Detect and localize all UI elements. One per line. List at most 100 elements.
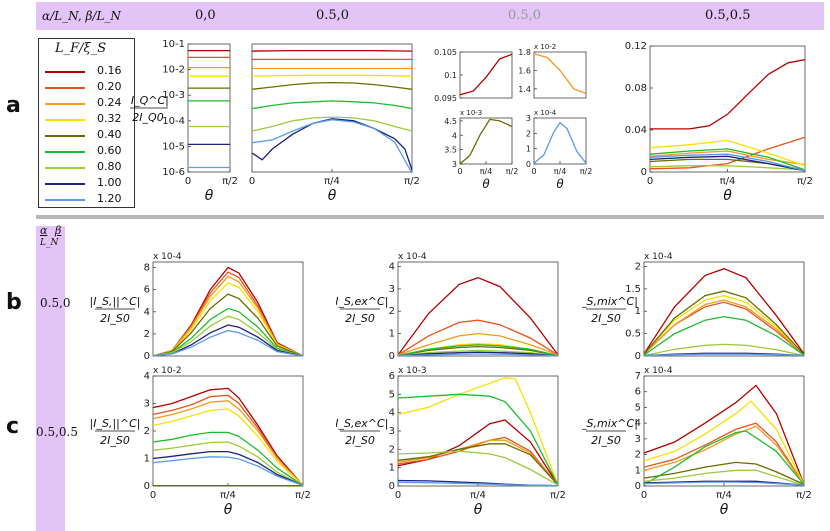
series-line (533, 53, 587, 95)
x-tick-label: 0 (647, 176, 653, 187)
y-tick-label: 0 (641, 167, 647, 178)
y-tick-label: 2 (389, 444, 395, 455)
plot-frame (533, 51, 587, 99)
series-line (152, 456, 304, 487)
series-line (650, 58, 806, 130)
series-line (397, 439, 559, 486)
x-tick-label: π/2 (550, 490, 566, 501)
y-exponent-label: x 10-3 (460, 109, 482, 117)
series-line (643, 422, 805, 485)
series-line (643, 290, 805, 356)
legend-item: 0.32 (45, 111, 131, 127)
header-param-label: α/L_N, β/L_N (42, 9, 121, 23)
x-tick-label: 0 (185, 176, 191, 187)
y-tick-label: 0.095 (434, 94, 457, 103)
chart-a1: 10-1 10-2 10-3 10-4 10-5 10-60 π/2 θ |I_Q^C| 2I_Q… (130, 39, 238, 204)
y-tick-label: 1 (635, 465, 641, 476)
chart-b2: 4 3 2 1 0 x 10-4 |I_S,ex^C| 2I_S0 (336, 252, 559, 362)
series-line (397, 377, 559, 486)
y-tick-label: 3 (452, 160, 457, 169)
plot-frame (643, 261, 805, 357)
x-tick-label: π/4 (324, 176, 340, 187)
y-tick-label: 4 (389, 261, 395, 272)
series-line (251, 118, 413, 171)
y-tick-label: 3 (526, 114, 531, 123)
y-tick-label: 1 (635, 306, 641, 317)
series-line (397, 344, 559, 357)
series-line (397, 450, 559, 486)
legend-item: 0.16 (45, 63, 131, 79)
legend-label: 0.24 (97, 96, 122, 109)
series-line (397, 353, 559, 357)
chart-a4: 1.8 1.6 1.4 x 10-2 (518, 43, 587, 99)
series-line (643, 299, 805, 356)
y-tick-label: 10-4 (162, 116, 185, 127)
x-axis-label: θ (482, 177, 490, 188)
series-line (152, 282, 304, 357)
y-tick-label: 3.5 (444, 146, 457, 155)
y-exponent-label: x 10-4 (398, 252, 427, 262)
header-col-4: 0.5,0.5 (705, 8, 751, 23)
chart-b1: 8 6 4 2 0 x 10-4 |I_S,||^C| 2I_S0 (90, 252, 304, 362)
y-exponent-label: x 10-2 (153, 366, 182, 376)
series-line (397, 351, 559, 357)
series-line (152, 329, 304, 357)
series-line (397, 332, 559, 356)
series-line (251, 116, 413, 132)
chart-a6: 3 2 1 0 x 10-4 0 π/4 π/2 θ (526, 109, 592, 188)
y-tick-label: 0.12 (625, 41, 647, 52)
legend-swatch (45, 135, 85, 137)
series-line (643, 425, 805, 485)
legend-item: 0.24 (45, 95, 131, 111)
y-tick-label: 1 (526, 145, 531, 154)
legend-label: 0.60 (97, 144, 122, 157)
series-line (152, 387, 304, 486)
y-tick-label: 10-3 (162, 90, 185, 101)
header-col-2: 0.5,0 (316, 8, 350, 23)
series-line (643, 343, 805, 357)
y-tick-label: 2 (635, 450, 641, 461)
y-axis-label-denominator: 2I_Q0 (132, 111, 163, 124)
x-tick-label: π/4 (220, 490, 236, 501)
legend-label: 0.16 (97, 64, 122, 77)
y-tick-label: 2 (144, 426, 150, 437)
y-tick-label: 0 (635, 481, 641, 492)
legend-label: 1.00 (97, 176, 122, 189)
series-line (152, 266, 304, 357)
chart-c1: 4 3 2 1 0 x 10-2 0 π/4 π/2 θ |I_S,||^C| 2I_S0 (90, 366, 311, 518)
y-tick-label: 3 (389, 284, 395, 295)
x-tick-label: π/2 (222, 176, 238, 187)
panel-letter-a: a (6, 93, 21, 118)
series-line (152, 315, 304, 357)
series-line (152, 450, 304, 487)
chart-a2: 0 π/4 π/2 θ (249, 43, 420, 204)
x-tick-label: π/4 (480, 167, 493, 176)
series-line (152, 307, 304, 357)
y-axis-label-numerator: |I_S,||^C| (90, 295, 141, 308)
legend-item: 0.60 (45, 143, 131, 159)
series-line (251, 81, 413, 90)
y-tick-label: 2 (526, 129, 531, 138)
series-line (643, 384, 805, 485)
plot-frame (397, 261, 559, 357)
series-line (397, 345, 559, 357)
chart-a3: 0.105 0.1 0.095 (434, 48, 513, 103)
y-axis-label-numerator: |I_S,ex^C| (336, 417, 388, 430)
legend-swatch (45, 151, 85, 153)
y-tick-label: 4 (635, 418, 641, 429)
chart-c3: 7 6 5 4 3 2 1 0 x 10-4 0 π/4 π/2 θ |I_S,mix^C| 2I_S0 (582, 366, 812, 518)
series-line (152, 275, 304, 357)
x-axis-label: θ (720, 502, 729, 518)
series-line (397, 443, 559, 486)
x-tick-label: π/2 (295, 490, 311, 501)
legend-label: 0.40 (97, 128, 122, 141)
plot-frame (643, 375, 805, 487)
y-exponent-label: x 10-4 (153, 252, 182, 262)
y-tick-label: 4 (144, 307, 150, 318)
y-tick-label: 4 (452, 131, 457, 140)
legend-swatch (45, 103, 85, 105)
chart-c2: 6 5 4 3 2 1 0 x 10-3 0 π/4 π/2 θ |I_S,ex^C| 2I_S0 (336, 366, 566, 518)
series-line (643, 480, 805, 486)
x-axis-label: θ (205, 188, 214, 204)
y-tick-label: 6 (144, 285, 150, 296)
